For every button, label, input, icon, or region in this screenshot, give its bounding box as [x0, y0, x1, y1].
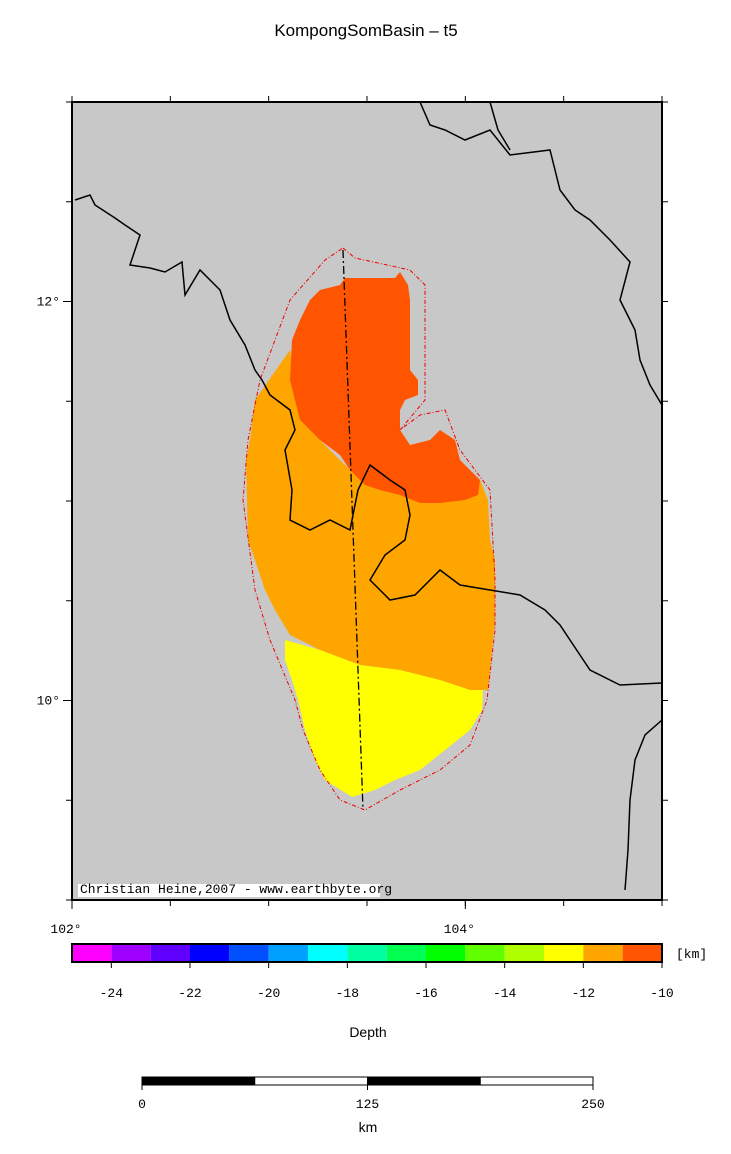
depth-zone — [290, 272, 480, 503]
coastlines — [74, 101, 663, 891]
scalebar-unit: km — [359, 1119, 378, 1135]
colorbar-swatch — [268, 944, 308, 962]
scalebar-segment — [141, 1076, 256, 1086]
colorbar-tick-label: -14 — [493, 986, 517, 1001]
scalebar-segment — [479, 1076, 594, 1086]
scalebar-segment — [367, 1076, 481, 1086]
colorbar-swatch — [150, 944, 190, 962]
basin — [242, 247, 496, 811]
colorbar-tick-label: -12 — [572, 986, 595, 1001]
lat-tick-label: 12° — [37, 295, 60, 310]
axes: 102° 104° 10° 12° — [37, 96, 668, 937]
lat-tick-label: 10° — [37, 694, 60, 709]
colorbar-swatch — [583, 944, 623, 962]
title: KompongSomBasin – t5 — [274, 21, 457, 40]
colorbar-swatch — [308, 944, 348, 962]
colorbar: -24 -22 -20 -18 -16 -14 -12 -10 — [71, 943, 674, 1001]
colorbar-swatch — [465, 944, 505, 962]
credit-box — [78, 884, 380, 897]
colorbar-swatch — [504, 944, 544, 962]
lon-tick-label: 102° — [50, 922, 81, 937]
lon-tick-label: 104° — [444, 922, 475, 937]
colorbar-tick-label: -16 — [414, 986, 437, 1001]
colorbar-swatch — [347, 944, 387, 962]
colorbar-tick-label: -10 — [650, 986, 673, 1001]
colorbar-label: Depth — [349, 1024, 386, 1040]
colorbar-frame — [71, 943, 663, 963]
colorbar-tick-label: -22 — [178, 986, 201, 1001]
depth-zone — [246, 350, 495, 690]
colorbar-swatch — [622, 944, 662, 962]
colorbar-tick-label: -20 — [257, 986, 280, 1001]
scalebar-tick-label: 0 — [138, 1097, 146, 1112]
scalebar-tick-label: 250 — [581, 1097, 604, 1112]
credit: Christian Heine,2007 - www.earthbyte.org — [80, 882, 392, 897]
colorbar-tick-label: -18 — [336, 986, 359, 1001]
colorbar-swatch — [72, 944, 112, 962]
river — [419, 101, 663, 406]
colorbar-swatch — [111, 944, 151, 962]
scalebar-segment — [254, 1076, 368, 1086]
scalebar: 0 125 250 — [138, 1076, 605, 1112]
colorbar-swatch — [544, 944, 584, 962]
river — [489, 101, 511, 151]
depth-zone — [285, 640, 483, 797]
basin-outline — [242, 247, 496, 811]
colorbar-swatch — [386, 944, 426, 962]
coastline — [624, 719, 663, 891]
colorbar-swatch — [190, 944, 230, 962]
profile-line — [342, 249, 364, 811]
coastline — [74, 194, 663, 686]
colorbar-swatch — [426, 944, 466, 962]
colorbar-tick-label: -24 — [100, 986, 124, 1001]
scalebar-tick-label: 125 — [356, 1097, 379, 1112]
colorbar-swatch — [229, 944, 269, 962]
colorbar-unit: [km] — [676, 947, 707, 962]
